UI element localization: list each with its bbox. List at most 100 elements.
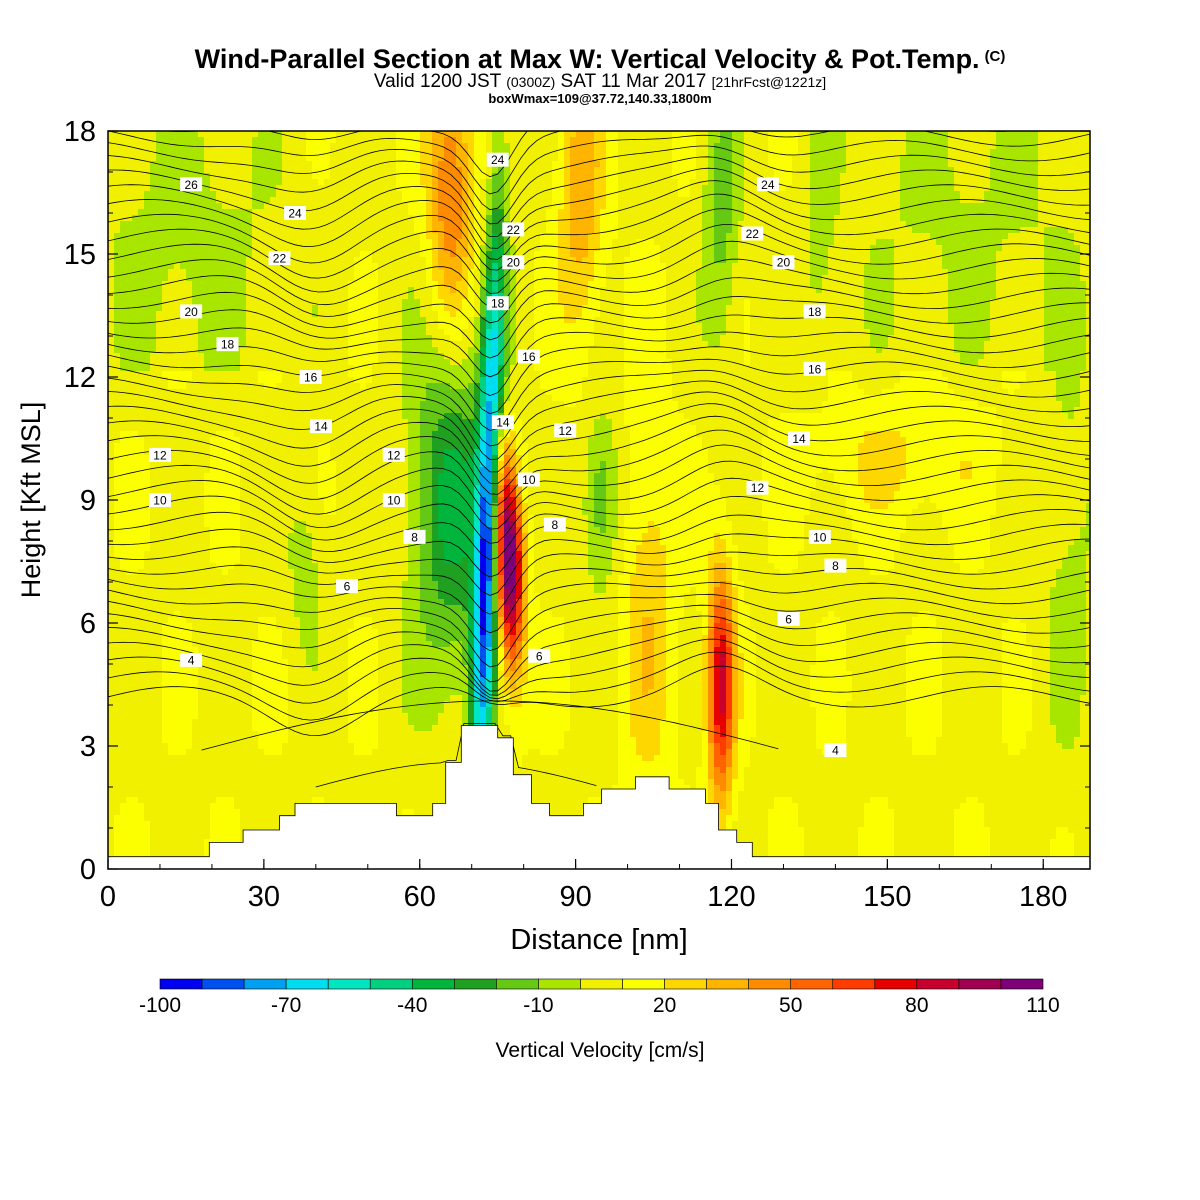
field-cell (420, 167, 427, 174)
field-cell (906, 287, 913, 294)
field-cell (702, 281, 709, 288)
field-cell (534, 173, 541, 180)
field-cell (372, 185, 379, 192)
field-cell (810, 209, 817, 216)
field-cell (492, 275, 499, 282)
field-cell (576, 143, 583, 150)
field-cell (738, 179, 745, 186)
field-cell (552, 143, 559, 150)
field-cell (936, 197, 943, 204)
field-cell (246, 245, 253, 252)
field-cell (348, 149, 355, 156)
field-cell (960, 161, 967, 168)
field-cell (294, 269, 301, 276)
field-cell (762, 263, 769, 270)
field-cell (306, 305, 313, 312)
field-cell (1032, 155, 1039, 162)
field-cell (510, 251, 517, 258)
field-cell (456, 179, 463, 186)
field-cell (798, 173, 805, 180)
field-cell (888, 149, 895, 156)
field-cell (468, 131, 475, 138)
field-cell (252, 137, 259, 144)
field-cell (960, 203, 967, 210)
field-cell (876, 215, 883, 222)
field-cell (720, 281, 727, 288)
field-cell (360, 287, 367, 294)
field-cell (108, 221, 115, 228)
field-cell (174, 155, 181, 162)
field-cell (492, 209, 499, 216)
field-cell (360, 179, 367, 186)
field-cell (738, 131, 745, 138)
field-cell (1056, 275, 1063, 282)
field-cell (408, 269, 415, 276)
field-cell (258, 143, 265, 150)
field-cell (180, 191, 187, 198)
field-cell (276, 131, 283, 138)
field-cell (312, 245, 319, 252)
field-cell (1050, 287, 1057, 294)
field-cell (1008, 179, 1015, 186)
field-cell (594, 227, 601, 234)
field-cell (282, 185, 289, 192)
field-cell (762, 281, 769, 288)
field-cell (336, 293, 343, 300)
field-cell (348, 173, 355, 180)
field-cell (330, 215, 337, 222)
field-cell (966, 275, 973, 282)
field-cell (924, 251, 931, 258)
field-cell (966, 143, 973, 150)
field-cell (1086, 257, 1090, 264)
field-cell (636, 185, 643, 192)
field-cell (474, 227, 481, 234)
field-cell (150, 257, 157, 264)
field-cell (168, 203, 175, 210)
field-cell (1038, 149, 1045, 156)
field-cell (642, 149, 649, 156)
field-cell (882, 239, 889, 246)
field-cell (492, 197, 499, 204)
field-cell (348, 257, 355, 264)
field-cell (216, 227, 223, 234)
field-cell (276, 215, 283, 222)
field-cell (1068, 137, 1075, 144)
field-cell (210, 281, 217, 288)
field-cell (108, 233, 115, 240)
field-cell (846, 269, 853, 276)
field-cell (648, 131, 655, 138)
field-cell (834, 185, 841, 192)
field-cell (762, 251, 769, 258)
field-cell (618, 287, 625, 294)
field-cell (972, 221, 979, 228)
field-cell (426, 203, 433, 210)
valid-prefix: Valid 1200 JST (374, 71, 501, 92)
field-cell (600, 245, 607, 252)
field-cell (276, 179, 283, 186)
field-cell (612, 305, 619, 312)
field-cell (324, 191, 331, 198)
field-cell (558, 239, 565, 246)
field-cell (606, 257, 613, 264)
field-cell (684, 179, 691, 186)
field-cell (936, 143, 943, 150)
field-cell (1074, 197, 1081, 204)
field-cell (438, 227, 445, 234)
field-cell (912, 245, 919, 252)
field-cell (834, 275, 841, 282)
field-cell (372, 209, 379, 216)
field-cell (432, 209, 439, 216)
field-cell (570, 251, 577, 258)
field-cell (198, 299, 205, 306)
field-cell (708, 287, 715, 294)
field-cell (132, 227, 139, 234)
field-cell (270, 299, 277, 306)
field-cell (912, 209, 919, 216)
field-cell (480, 149, 487, 156)
field-cell (744, 149, 751, 156)
field-cell (540, 269, 547, 276)
field-cell (540, 167, 547, 174)
field-cell (372, 173, 379, 180)
field-cell (576, 263, 583, 270)
field-cell (354, 185, 361, 192)
